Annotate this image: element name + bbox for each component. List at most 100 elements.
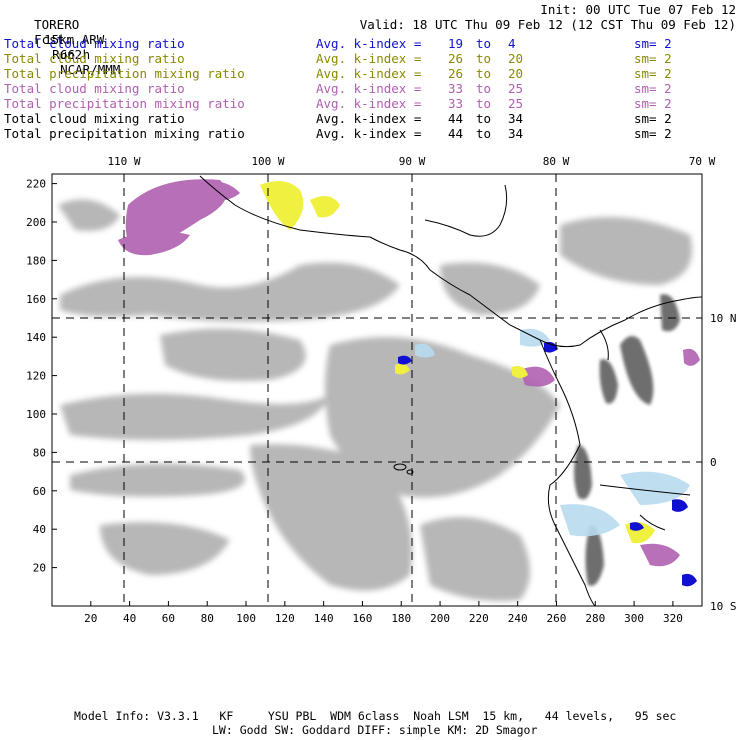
field-kindex-from: 44 — [448, 111, 464, 126]
latlon-grid — [52, 174, 702, 606]
field-kindex-from: 44 — [448, 126, 464, 141]
y-tick-label: 120 — [26, 370, 46, 383]
y-tick-label: 40 — [33, 523, 46, 536]
y-tick-label: 140 — [26, 331, 46, 344]
x-tick-label: 240 — [508, 612, 528, 625]
lat-label: 10 S — [710, 600, 737, 613]
field-kindex-to: 25 — [508, 96, 524, 111]
field-kindex-to-word: to — [476, 81, 492, 96]
field-kindex-to-word: to — [476, 36, 492, 51]
field-name: Total cloud mixing ratio — [4, 81, 185, 96]
model-org: NCAR/MMM — [60, 62, 121, 77]
blue-field — [398, 341, 697, 587]
field-kindex-to: 34 — [508, 126, 524, 141]
x-tick-label: 60 — [162, 612, 175, 625]
field-kindex-to-word: to — [476, 126, 492, 141]
y-tick-label: 220 — [26, 178, 46, 191]
x-tick-label: 260 — [547, 612, 567, 625]
x-tick-label: 40 — [123, 612, 136, 625]
model-info: Model Info: V3.3.1 KF YSU PBL WDM 6class… — [74, 709, 677, 723]
lon-label-group: 110 W 100 W 90 W 80 W 70 W — [107, 155, 715, 168]
field-name: Total precipitation mixing ratio — [4, 126, 245, 141]
lon-label: 70 W — [689, 155, 716, 168]
x-tick-label: 140 — [314, 612, 334, 625]
field-kindex-label: Avg. k-index = — [316, 51, 422, 66]
header-block: TORERO 15km ARW Run2 NCAR/MMM Init: 00 U… — [0, 0, 740, 145]
model-run: Run2 — [52, 47, 83, 62]
field-kindex-to-word: to — [476, 111, 492, 126]
y-tick-label: 100 — [26, 408, 46, 421]
fcst-value: 66 h — [60, 47, 91, 62]
y-tick-label: 80 — [33, 446, 46, 459]
x-tick-label: 160 — [353, 612, 373, 625]
y-tick-label: 180 — [26, 254, 46, 267]
cloud-dark-field — [574, 294, 680, 586]
field-smoothing: sm= 2 — [634, 51, 672, 66]
y-tick-label: 60 — [33, 485, 46, 498]
x-tick-label: 180 — [391, 612, 411, 625]
yellow-field — [260, 181, 655, 544]
field-smoothing: sm= 2 — [634, 66, 672, 81]
plot-frame — [51, 173, 703, 607]
field-kindex-label: Avg. k-index = — [316, 111, 422, 126]
field-kindex-to-word: to — [476, 96, 492, 111]
x-tick-label: 300 — [624, 612, 644, 625]
field-kindex-to: 20 — [508, 66, 524, 81]
lon-label: 80 W — [543, 155, 570, 168]
weather-map: 20 40 60 80 100 120 140 160 180 200 220 240 260 280 30… — [26, 155, 737, 625]
field-name: Total cloud mixing ratio — [4, 111, 185, 126]
lon-label: 110 W — [107, 155, 140, 168]
x-tick-label: 220 — [469, 612, 489, 625]
model-resolution: 15km ARW — [44, 32, 105, 47]
forecast-hour: Fcst: 66 h — [4, 17, 90, 77]
x-tick-label: 200 — [430, 612, 450, 625]
fcst-label: Fcst: — [34, 32, 72, 47]
x-tick-label: 20 — [84, 612, 97, 625]
field-smoothing: sm= 2 — [634, 111, 672, 126]
lon-label: 90 W — [399, 155, 426, 168]
field-layer — [58, 175, 702, 606]
field-kindex-to-word: to — [476, 66, 492, 81]
field-smoothing: sm= 2 — [634, 96, 672, 111]
field-smoothing: sm= 2 — [634, 81, 672, 96]
field-name: Total cloud mixing ratio — [4, 51, 185, 66]
model-title: TORERO 15km ARW Run2 NCAR/MMM — [4, 2, 120, 92]
x-tick-label: 80 — [201, 612, 214, 625]
cloud-light-blue-field — [415, 328, 690, 537]
coastlines — [199, 175, 702, 606]
field-kindex-from: 26 — [448, 51, 464, 66]
init-time: Init: 00 UTC Tue 07 Feb 12 — [540, 2, 736, 17]
x-tick-label: 100 — [236, 612, 256, 625]
field-kindex-from: 26 — [448, 66, 464, 81]
field-kindex-label: Avg. k-index = — [316, 126, 422, 141]
x-tick-label: 120 — [275, 612, 295, 625]
field-smoothing: sm= 2 — [634, 126, 672, 141]
cloud-gray-field — [58, 199, 692, 601]
x-tick-label: 280 — [585, 612, 605, 625]
x-tick-label: 320 — [663, 612, 683, 625]
field-smoothing: sm= 2 — [634, 36, 672, 51]
field-kindex-label: Avg. k-index = — [316, 96, 422, 111]
field-kindex-label: Avg. k-index = — [316, 36, 422, 51]
lat-label: 10 N — [710, 312, 737, 325]
field-kindex-from: 33 — [448, 81, 464, 96]
field-kindex-to: 25 — [508, 81, 524, 96]
field-kindex-from: 33 — [448, 96, 464, 111]
x-tick-group: 20 40 60 80 100 120 140 160 180 200 220 240 260 280 30… — [84, 601, 683, 625]
lat-label: 0 — [710, 456, 717, 469]
model-name: TORERO — [34, 17, 80, 32]
field-name: Total precipitation mixing ratio — [4, 96, 245, 111]
footer-block: Model Info: V3.3.1 KF YSU PBL WDM 6class… — [0, 705, 740, 740]
y-tick-label: 200 — [26, 216, 46, 229]
lon-label: 100 W — [251, 155, 284, 168]
y-tick-label: 20 — [33, 562, 46, 575]
field-kindex-label: Avg. k-index = — [316, 81, 422, 96]
field-kindex-to-word: to — [476, 51, 492, 66]
field-kindex-to: 20 — [508, 51, 524, 66]
field-kindex-to: 34 — [508, 111, 524, 126]
y-tick-label: 160 — [26, 293, 46, 306]
physics-info: LW: Godd SW: Goddard DIFF: simple KM: 2D… — [212, 723, 538, 737]
field-kindex-label: Avg. k-index = — [316, 66, 422, 81]
field-kindex-to: 4 — [508, 36, 516, 51]
y-tick-group: 220 200 180 160 140 120 100 80 60 40 20 — [26, 178, 57, 575]
